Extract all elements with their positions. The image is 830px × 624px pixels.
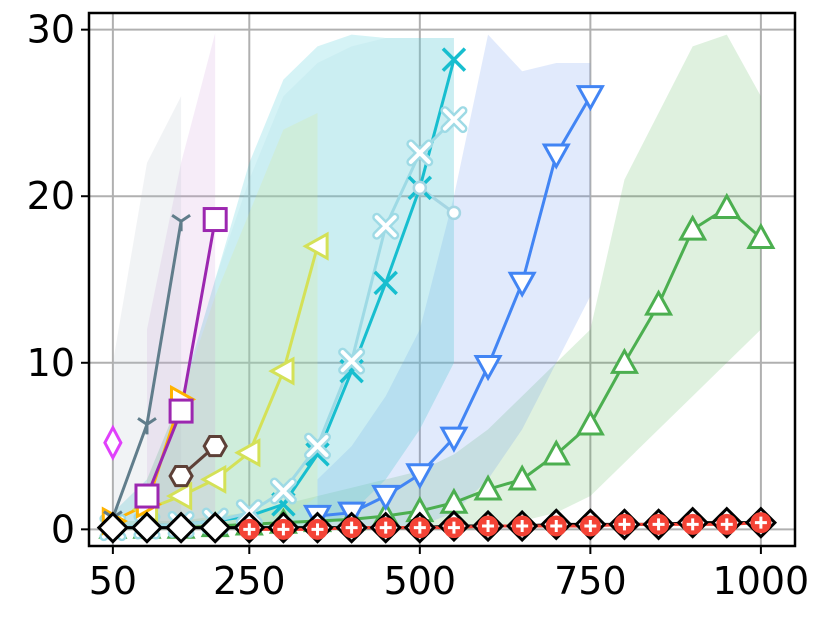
series-markers bbox=[96, 47, 778, 544]
x-tick-label: 250 bbox=[213, 559, 286, 603]
data-point-inner bbox=[374, 215, 397, 238]
data-point-inner bbox=[306, 435, 329, 458]
x-tick-label: 1000 bbox=[713, 559, 810, 603]
data-point bbox=[712, 192, 742, 219]
y-axis: 0 10 20 30 bbox=[27, 8, 89, 551]
data-point bbox=[171, 213, 191, 232]
data-point bbox=[168, 465, 194, 488]
data-point-inner bbox=[550, 520, 563, 533]
data-point bbox=[473, 474, 503, 501]
data-point bbox=[746, 222, 776, 249]
data-point-inner bbox=[482, 520, 495, 533]
confidence-band bbox=[112, 34, 761, 530]
y-tick-label: 10 bbox=[27, 341, 75, 385]
data-point bbox=[405, 463, 435, 490]
y-tick-label: 20 bbox=[27, 174, 75, 218]
data-point bbox=[371, 484, 401, 512]
data-point bbox=[575, 409, 605, 436]
data-point-inner bbox=[311, 523, 324, 536]
data-point bbox=[165, 481, 193, 511]
data-point-inner bbox=[754, 516, 767, 529]
data-point bbox=[234, 438, 261, 468]
data-point-inner bbox=[340, 350, 363, 373]
series-line bbox=[249, 521, 761, 531]
data-point bbox=[202, 435, 228, 458]
data-point bbox=[96, 511, 129, 544]
data-point bbox=[130, 511, 164, 544]
data-point bbox=[202, 207, 228, 233]
x-tick-label: 500 bbox=[384, 559, 457, 603]
data-point bbox=[644, 289, 674, 316]
data-point bbox=[373, 270, 398, 296]
series-markers-group bbox=[103, 213, 191, 528]
data-point-inner bbox=[720, 518, 733, 531]
confidence-band bbox=[112, 37, 454, 530]
series-markers-group bbox=[412, 180, 462, 221]
confidence-bands bbox=[112, 32, 761, 530]
data-point-inner bbox=[618, 518, 631, 531]
data-point bbox=[268, 356, 295, 386]
confidence-band bbox=[112, 34, 454, 530]
confidence-band bbox=[146, 112, 318, 530]
series-markers-group bbox=[103, 424, 123, 461]
data-point bbox=[507, 464, 537, 491]
series-markers-group bbox=[134, 207, 228, 509]
series-markers-group bbox=[168, 435, 228, 488]
y-tick-label: 0 bbox=[51, 507, 75, 551]
data-point-inner bbox=[584, 520, 597, 533]
plot-frame bbox=[87, 11, 797, 548]
data-point bbox=[199, 511, 232, 544]
data-point bbox=[302, 231, 329, 261]
data-point-inner bbox=[277, 523, 290, 536]
data-point bbox=[412, 180, 428, 196]
confidence-band bbox=[112, 96, 182, 530]
data-point bbox=[609, 347, 640, 374]
data-point-inner bbox=[272, 480, 295, 503]
confidence-band bbox=[317, 34, 591, 530]
x-tick-label: 50 bbox=[89, 559, 137, 603]
data-point bbox=[137, 417, 157, 435]
data-point-inner bbox=[243, 523, 256, 536]
data-point bbox=[439, 426, 469, 453]
y-tick-label: 30 bbox=[27, 8, 75, 52]
series-markers-group bbox=[238, 512, 772, 540]
x-axis: 50 250 500 750 1000 bbox=[89, 546, 810, 603]
data-point bbox=[575, 85, 605, 112]
data-point bbox=[168, 398, 194, 424]
data-point-inner bbox=[345, 521, 358, 534]
data-point bbox=[441, 47, 467, 72]
data-point-inner bbox=[413, 521, 426, 534]
data-point-inner bbox=[652, 518, 665, 531]
data-point bbox=[200, 464, 227, 494]
series-markers-group bbox=[302, 85, 605, 532]
data-point bbox=[541, 439, 571, 466]
data-point bbox=[541, 143, 571, 170]
data-point-inner bbox=[516, 520, 529, 533]
data-point bbox=[134, 483, 160, 509]
data-point bbox=[446, 205, 462, 221]
data-point bbox=[678, 214, 708, 241]
data-point-inner bbox=[447, 521, 460, 534]
data-point-inner bbox=[408, 141, 431, 164]
data-point bbox=[473, 355, 503, 382]
data-point bbox=[103, 424, 123, 461]
data-point-inner bbox=[442, 108, 465, 131]
data-point bbox=[164, 511, 198, 544]
confidence-band bbox=[146, 32, 216, 530]
data-point-inner bbox=[686, 518, 699, 531]
data-point-inner bbox=[379, 521, 392, 534]
x-tick-label: 750 bbox=[554, 559, 627, 603]
data-point bbox=[507, 271, 537, 298]
